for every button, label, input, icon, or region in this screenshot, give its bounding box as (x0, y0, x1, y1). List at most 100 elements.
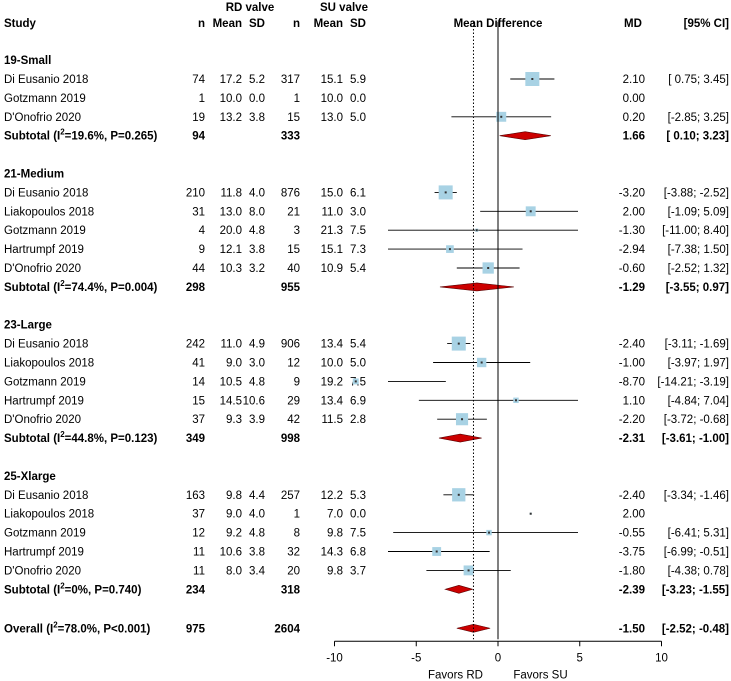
subgroup-header: 23-Large (4, 320, 52, 332)
subgroup-header: 19-Small (4, 55, 51, 67)
subtotal-su-n: 998 (281, 433, 301, 445)
md-cell: 2.00 (623, 509, 645, 521)
study-name: Gotzmann 2019 (4, 93, 86, 105)
su-sd-cell: 0.0 (350, 93, 366, 105)
rd-sd-header: SD (249, 18, 265, 30)
rd-sd-cell: 3.8 (249, 112, 265, 124)
subtotal-md: -2.31 (619, 433, 646, 445)
x-axis-tick-label: 5 (577, 652, 583, 664)
rd-mean-cell: 17.2 (220, 74, 242, 86)
rd-n-cell: 12 (192, 528, 205, 540)
su-valve-header: SU valve (320, 2, 368, 14)
rd-n-cell: 1 (199, 93, 205, 105)
md-cell: -3.20 (619, 187, 645, 199)
su-n-cell: 15 (287, 112, 300, 124)
subtotal-md: 1.66 (623, 131, 645, 143)
subgroup-header: 25-Xlarge (4, 471, 56, 483)
md-cell: -1.00 (619, 358, 645, 370)
su-mean-cell: 15.1 (321, 74, 343, 86)
rd-mean-cell: 10.6 (220, 547, 242, 559)
rd-n-cell: 4 (199, 225, 206, 237)
effect-point (487, 267, 490, 269)
rd-n-cell: 44 (192, 263, 205, 275)
subtotal-ci: [-3.23; -1.55] (662, 584, 729, 596)
su-n-cell: 40 (287, 263, 300, 275)
su-mean-cell: 11.0 (321, 206, 343, 218)
su-mean-header: Mean (314, 18, 343, 30)
study-name: Hartrumpf 2019 (4, 547, 84, 559)
rd-n-cell: 41 (192, 358, 205, 370)
su-sd-cell: 6.9 (350, 395, 366, 407)
rd-n-cell: 11 (193, 547, 205, 559)
su-n-cell: 1 (294, 509, 300, 521)
rd-sd-cell: 4.9 (249, 339, 265, 351)
subtotal-rd-n: 94 (192, 131, 205, 143)
rd-sd-cell: 4.0 (249, 509, 265, 521)
study-name: D'Onofrio 2020 (4, 565, 81, 577)
su-mean-cell: 12.2 (321, 490, 343, 502)
su-mean-cell: 15.1 (321, 244, 343, 256)
su-sd-cell: 6.1 (350, 187, 366, 199)
su-mean-cell: 10.0 (321, 358, 343, 370)
study-name: Liakopoulos 2018 (4, 358, 94, 370)
ci-cell: [-6.41; 5.31] (668, 528, 729, 540)
rd-mean-cell: 10.5 (220, 376, 242, 388)
su-n-cell: 9 (294, 376, 300, 388)
md-cell: 2.00 (623, 206, 645, 218)
ci-cell: [-1.09; 5.09] (668, 206, 729, 218)
ci-cell: [-6.99; -0.51] (664, 547, 729, 559)
study-name: Hartrumpf 2019 (4, 244, 84, 256)
su-sd-cell: 5.9 (350, 74, 366, 86)
subtotal-ci: [ 0.10; 3.23] (666, 131, 729, 143)
subtotal-label: Subtotal (I2=74.4%, P=0.004) (4, 279, 158, 294)
rd-n-cell: 19 (192, 112, 205, 124)
rd-mean-cell: 13.0 (220, 206, 242, 218)
subtotal-md: -1.29 (619, 282, 645, 294)
rd-valve-header: RD valve (226, 2, 275, 14)
rd-sd-cell: 3.8 (249, 547, 265, 559)
rd-n-cell: 11 (193, 565, 205, 577)
md-cell: -0.60 (619, 263, 645, 275)
md-cell: 1.10 (623, 395, 645, 407)
su-sd-cell: 5.0 (350, 358, 366, 370)
rd-mean-header: Mean (213, 18, 242, 30)
md-cell: -0.55 (619, 528, 645, 540)
pooled-diamond (438, 433, 482, 443)
su-n-cell: 29 (287, 395, 300, 407)
su-mean-cell: 21.3 (321, 225, 343, 237)
rd-sd-cell: 3.4 (249, 565, 266, 577)
ci-cell: [ 0.75; 3.45] (668, 74, 729, 86)
rd-sd-cell: 3.0 (249, 358, 265, 370)
subtotal-rd-n: 298 (186, 282, 206, 294)
rd-n-cell: 31 (192, 206, 205, 218)
su-mean-cell: 13.0 (321, 112, 343, 124)
rd-sd-cell: 10.6 (243, 395, 265, 407)
su-n-cell: 257 (281, 490, 300, 502)
su-sd-cell: 6.8 (350, 547, 366, 559)
su-mean-cell: 7.0 (327, 509, 343, 521)
su-sd-cell: 0.0 (350, 509, 366, 521)
su-sd-cell: 7.5 (350, 528, 366, 540)
x-axis-tick-label: 10 (655, 652, 668, 664)
effect-point (457, 342, 460, 345)
overall-md: -1.50 (619, 623, 645, 635)
md-cell: 0.00 (623, 93, 645, 105)
study-name: Gotzmann 2019 (4, 528, 86, 540)
su-sd-cell: 7.5 (350, 225, 366, 237)
rd-mean-cell: 11.0 (220, 339, 242, 351)
subtotal-label: Subtotal (I2=19.6%, P=0.265) (4, 128, 158, 143)
study-name: D'Onofrio 2020 (4, 414, 81, 426)
subtotal-su-n: 333 (281, 131, 300, 143)
favors-su-label: Favors SU (513, 669, 567, 681)
study-name: Di Eusanio 2018 (4, 490, 88, 502)
rd-sd-cell: 4.0 (249, 187, 265, 199)
subtotal-rd-n: 349 (186, 433, 205, 445)
ci-cell: [-2.52; 1.32] (668, 263, 729, 275)
study-name: Di Eusanio 2018 (4, 74, 88, 86)
md-cell: -1.80 (619, 565, 645, 577)
rd-mean-cell: 10.0 (220, 93, 242, 105)
rd-sd-cell: 4.4 (249, 490, 266, 502)
md-cell: -2.40 (619, 490, 645, 502)
su-mean-cell: 13.4 (321, 395, 344, 407)
su-sd-cell: 5.4 (350, 339, 367, 351)
